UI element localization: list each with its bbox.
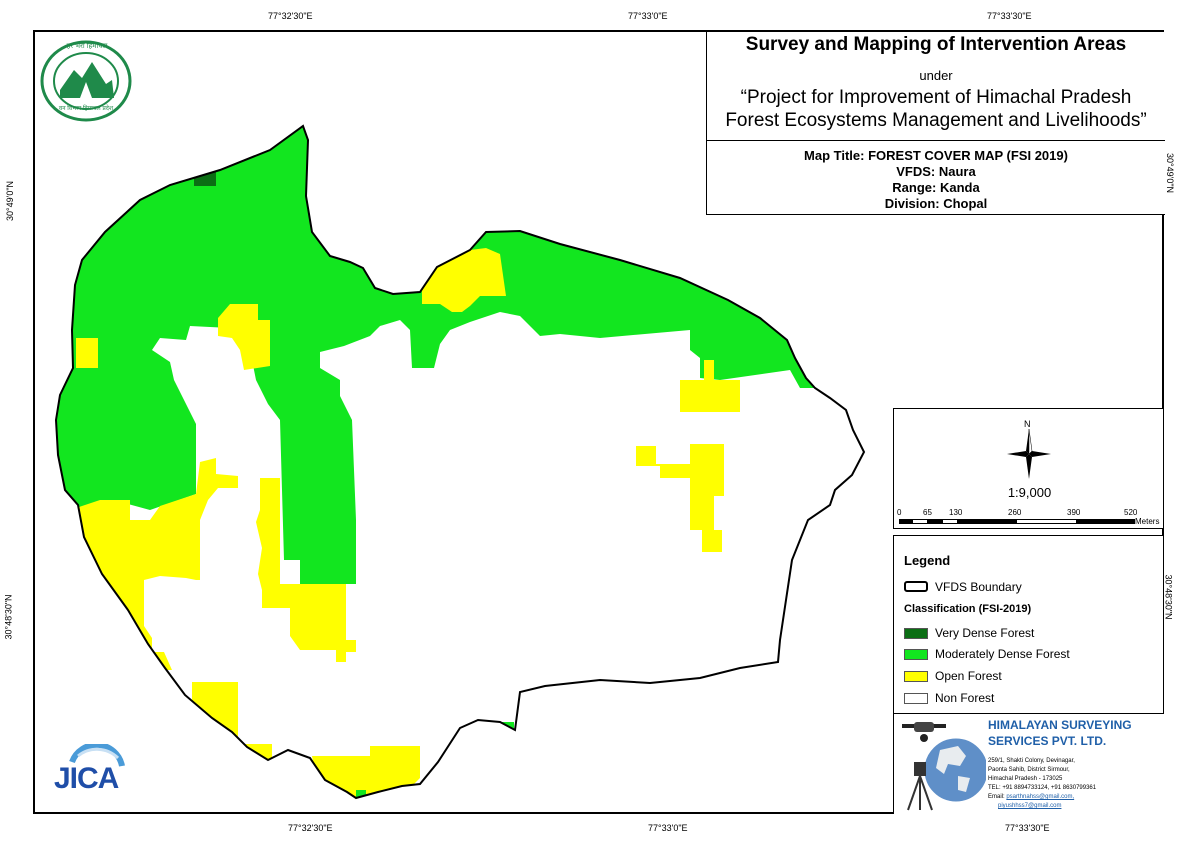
project-title: “Project for Improvement of Himachal Pra… [707,86,1165,132]
scale-tick-label: 390 [1067,508,1081,517]
address-line: 259/1, Shakti Colony, Devinagar, [988,758,1075,764]
title-divider [707,140,1165,141]
company-phone: TEL: +91 8894733124, +91 8630799361 [988,785,1097,791]
jica-logo-icon [69,744,125,767]
address-line: Himachal Pradesh - 173025 [988,776,1063,782]
scale-tick-label: 260 [1008,508,1022,517]
company-name: SERVICES PVT. LTD. [988,734,1107,748]
company-address: 259/1, Shakti Colony, Devinagar, Paonta … [988,757,1096,811]
vfds-boundary [54,124,866,800]
company-email-row: Email: psarthnahss@gmail.com, [988,793,1096,802]
scale-unit: Meters [1135,517,1160,526]
graticule-top-label: 77°33'0"E [628,11,668,21]
legend-panel: Legend VFDS Boundary Classification (FSI… [893,535,1164,714]
company-email-link[interactable]: piyushhss7@gmail.com [998,803,1062,809]
open-forest-area [680,360,740,412]
legend-swatch-moderately-dense [904,649,928,660]
surveyor-globe-icon [902,722,986,811]
compass-rose-icon [1007,429,1051,479]
range-name: Range: Kanda [892,180,980,195]
scale-tick-label: 65 [923,508,932,517]
legend-label-moderately-dense: Moderately Dense Forest [935,647,1070,661]
legend-label-open: Open Forest [935,669,1002,683]
legend-swatch-non-forest [904,693,928,704]
map-main-title: Survey and Mapping of Intervention Areas [745,34,1127,55]
project-title-line: Forest Ecosystems Management and Livelih… [725,110,1147,131]
division-name: Division: Chopal [884,196,988,211]
company-panel: HIMALAYAN SURVEYING SERVICES PVT. LTD. 2… [893,714,1164,814]
legend-heading: Legend [904,553,951,568]
hp-forest-logo [40,40,132,122]
graticule-bottom-label: 77°32'30"E [288,823,333,833]
legend-swatch-open [904,671,928,682]
scale-bar [899,519,1135,524]
hp-forest-logo-top-text: हर भरा हिमाचल [66,43,108,50]
project-title-line: “Project for Improvement of Himachal Pra… [740,87,1132,108]
open-forest-area [256,478,356,662]
legend-swatch-very-dense [904,628,928,639]
graticule-top-label: 77°33'30"E [987,11,1032,21]
north-scale-panel: N 1:9,000 0 65 130 260 390 520 Meters [893,408,1164,529]
legend-label-very-dense: Very Dense Forest [935,626,1035,640]
title-block: Survey and Mapping of Intervention Areas… [706,32,1165,215]
graticule-top-label: 77°32'30"E [268,11,313,21]
email-label: Email: [988,794,1005,800]
open-forest-area [422,248,506,312]
map-metadata: Map Title: FOREST COVER MAP (FSI 2019) V… [707,148,1165,212]
legend-label-non-forest: Non Forest [935,691,995,705]
hp-forest-logo-bottom-text: वन विभाग हिमाचल प्रदेश [58,106,114,112]
jica-logo-text: JICA [54,762,119,795]
moderately-dense-forest-area [356,790,366,798]
open-forest-area [218,304,270,370]
scale-tick-label: 0 [897,508,902,517]
legend-boundary-label: VFDS Boundary [935,580,1022,594]
company-name: HIMALAYAN SURVEYING [988,718,1132,732]
open-forest-area [636,444,724,552]
north-label: N [1024,419,1031,429]
open-forest-area [76,338,98,368]
scale-ratio: 1:9,000 [1007,485,1052,500]
map-title: Map Title: FOREST COVER MAP (FSI 2019) [804,148,1068,163]
open-forest-area [192,682,238,742]
address-line: Paonta Sahib, District Sirmour, [988,767,1070,773]
company-email-link[interactable]: psarthnahss@gmail.com, [1006,794,1075,800]
vfds-name: VFDS: Naura [896,164,976,179]
open-forest-area [244,744,272,760]
graticule-bottom-label: 77°33'0"E [648,823,688,833]
vfds-boundary-swatch [904,581,928,592]
scale-tick-label: 130 [949,508,963,517]
title-under: under [919,68,953,83]
legend-classification-heading: Classification (FSI-2019) [904,603,1032,615]
scale-tick-label: 520 [1124,508,1138,517]
graticule-bottom-label: 77°33'30"E [1005,823,1050,833]
